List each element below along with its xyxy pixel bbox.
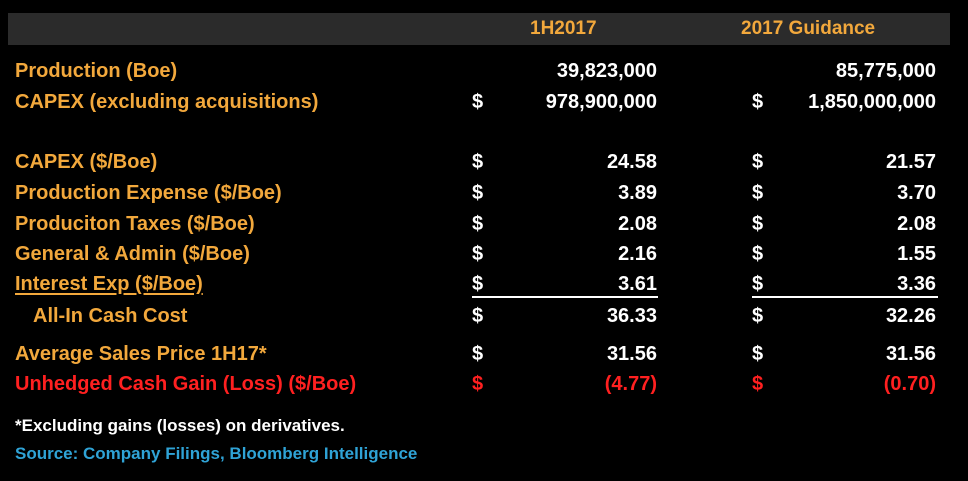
value-guidance: 3.70: [897, 182, 936, 204]
table-row: Production Expense ($/Boe) $ 3.89 $ 3.70: [0, 181, 968, 211]
currency-symbol: $: [752, 91, 764, 113]
row-label: Average Sales Price 1H17*: [15, 343, 267, 365]
table-row: All-In Cash Cost $ 36.33 $ 32.26: [0, 304, 968, 334]
row-label: Interest Exp ($/Boe): [15, 273, 203, 295]
value-1h2017: 2.08: [618, 213, 657, 235]
currency-symbol: $: [752, 373, 764, 395]
table-row: CAPEX ($/Boe) $ 24.58 $ 21.57: [0, 150, 968, 180]
value-guidance: 32.26: [885, 305, 936, 327]
currency-symbol: $: [752, 305, 764, 327]
value-guidance: 2.08: [897, 213, 936, 235]
currency-symbol: $: [752, 243, 764, 265]
row-label: Produciton Taxes ($/Boe): [15, 213, 255, 235]
currency-symbol: $: [472, 151, 484, 173]
subtotal-rule: [752, 296, 938, 298]
value-1h2017: (4.77): [604, 373, 657, 395]
subtotal-rule: [472, 296, 658, 298]
currency-symbol: $: [472, 373, 484, 395]
header-bar: [8, 13, 950, 45]
row-label: General & Admin ($/Boe): [15, 243, 250, 265]
table-row: Average Sales Price 1H17* $ 31.56 $ 31.5…: [0, 342, 968, 372]
value-guidance: 1.55: [897, 243, 936, 265]
value-1h2017: 2.16: [618, 243, 657, 265]
table-row: General & Admin ($/Boe) $ 2.16 $ 1.55: [0, 242, 968, 272]
value-guidance: 1,850,000,000: [808, 91, 936, 113]
table-row: Interest Exp ($/Boe) $ 3.61 $ 3.36: [0, 272, 968, 302]
currency-symbol: $: [752, 343, 764, 365]
currency-symbol: $: [752, 182, 764, 204]
column-header-1h2017: 1H2017: [530, 18, 597, 39]
row-label: CAPEX ($/Boe): [15, 151, 158, 173]
currency-symbol: $: [472, 305, 484, 327]
row-label: Unhedged Cash Gain (Loss) ($/Boe): [15, 373, 357, 395]
row-label: CAPEX (excluding acquisitions): [15, 91, 319, 113]
value-guidance: 21.57: [885, 151, 936, 173]
value-1h2017: 3.89: [618, 182, 657, 204]
currency-symbol: $: [472, 182, 484, 204]
source-note: Source: Company Filings, Bloomberg Intel…: [15, 444, 418, 463]
currency-symbol: $: [472, 91, 484, 113]
value-1h2017: 31.56: [606, 343, 657, 365]
table-row: Production (Boe) 39,823,000 85,775,000: [0, 59, 968, 89]
row-label: All-In Cash Cost: [33, 305, 188, 327]
currency-symbol: $: [472, 273, 484, 295]
table-row: Produciton Taxes ($/Boe) $ 2.08 $ 2.08: [0, 212, 968, 242]
footnote: *Excluding gains (losses) on derivatives…: [15, 416, 345, 435]
value-guidance: 31.56: [885, 343, 936, 365]
currency-symbol: $: [472, 343, 484, 365]
currency-symbol: $: [472, 213, 484, 235]
currency-symbol: $: [752, 213, 764, 235]
currency-symbol: $: [752, 273, 764, 295]
row-label: Production (Boe): [15, 60, 178, 82]
table-row: CAPEX (excluding acquisitions) $ 978,900…: [0, 90, 968, 120]
row-label: Production Expense ($/Boe): [15, 182, 282, 204]
table-row: Unhedged Cash Gain (Loss) ($/Boe) $ (4.7…: [0, 372, 968, 402]
value-guidance: (0.70): [883, 373, 936, 395]
column-header-2017-guidance: 2017 Guidance: [741, 18, 876, 39]
value-1h2017: 39,823,000: [556, 60, 657, 82]
currency-symbol: $: [472, 243, 484, 265]
value-1h2017: 24.58: [606, 151, 657, 173]
value-1h2017: 3.61: [618, 273, 657, 295]
value-1h2017: 978,900,000: [545, 91, 657, 113]
value-guidance: 85,775,000: [835, 60, 936, 82]
value-guidance: 3.36: [897, 273, 936, 295]
value-1h2017: 36.33: [606, 305, 657, 327]
currency-symbol: $: [752, 151, 764, 173]
